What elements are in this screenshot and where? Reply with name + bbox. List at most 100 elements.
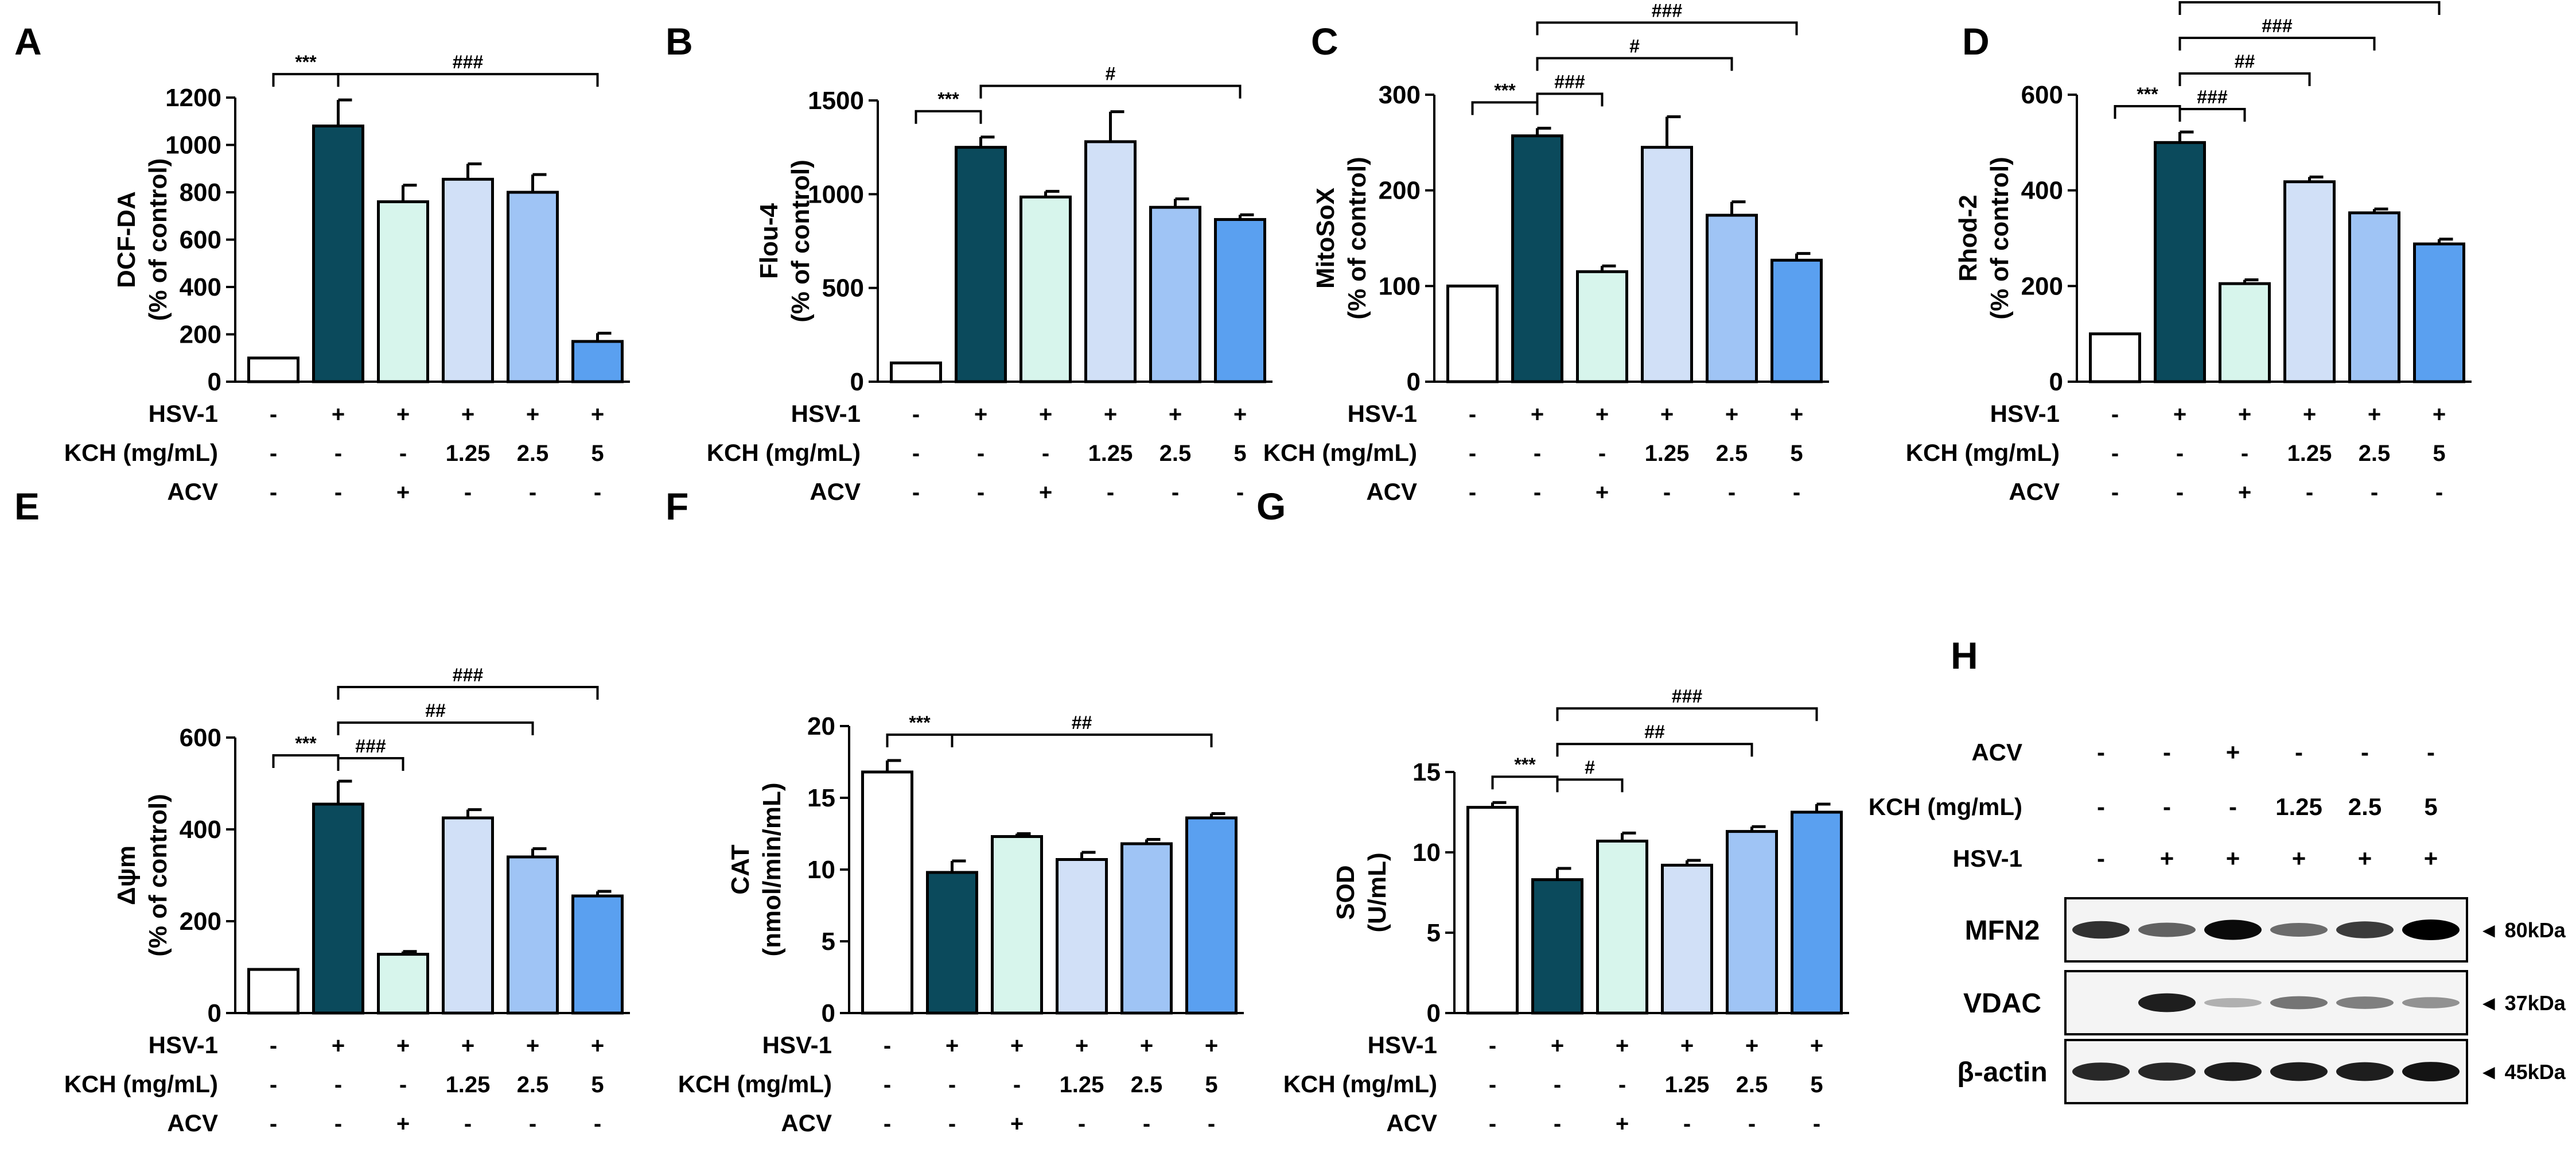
- y-tick-label: 800: [180, 179, 221, 207]
- condition-value: 2.5: [1736, 1072, 1768, 1097]
- condition-value: +: [1205, 1033, 1218, 1058]
- condition-value: -: [2111, 402, 2119, 427]
- condition-value: -: [2306, 480, 2313, 505]
- blot-condition-value: +: [2226, 739, 2240, 766]
- condition-value: +: [396, 1111, 410, 1136]
- condition-value: -: [1813, 1111, 1820, 1136]
- y-tick-label: 500: [822, 274, 864, 302]
- condition-value: +: [332, 1033, 345, 1058]
- blot-condition-value: 5: [2424, 793, 2437, 820]
- condition-value: 1.25: [1665, 1072, 1710, 1097]
- condition-value: +: [1169, 402, 1182, 427]
- condition-value: +: [1616, 1033, 1629, 1058]
- significance-bracket: [886, 734, 954, 747]
- condition-value: +: [1010, 1033, 1024, 1058]
- blot-band: [2336, 996, 2394, 1009]
- condition-value: -: [334, 1072, 342, 1097]
- significance-label: ###: [453, 52, 484, 72]
- condition-value: -: [594, 480, 601, 505]
- significance-label: #: [1106, 64, 1116, 84]
- panel-letter: A: [14, 20, 42, 63]
- condition-value: -: [884, 1111, 891, 1136]
- blot-condition-value: -: [2229, 793, 2237, 820]
- y-axis-label-unit: (% of control): [1343, 157, 1371, 320]
- condition-value: -: [529, 1111, 536, 1136]
- bar: [312, 125, 364, 383]
- condition-value: +: [526, 1033, 539, 1058]
- y-tick-label: 1500: [808, 87, 864, 115]
- bar: [377, 953, 429, 1015]
- condition-value: +: [1140, 1033, 1153, 1058]
- condition-value: 2.5: [517, 441, 549, 466]
- significance-bracket: [1556, 743, 1753, 757]
- bar: [1576, 270, 1628, 383]
- significance-bracket: [2178, 37, 2376, 51]
- condition-value: -: [2371, 480, 2378, 505]
- condition-label: HSV-1: [1990, 400, 2060, 427]
- significance-label: ###: [355, 736, 386, 756]
- bar: [1446, 284, 1499, 383]
- y-tick-label: 0: [822, 999, 835, 1027]
- y-axis-label: DCF-DA: [112, 191, 141, 288]
- condition-value: -: [334, 1111, 342, 1136]
- condition-value: -: [1728, 480, 1736, 505]
- panel-letter: B: [666, 20, 693, 63]
- condition-label: HSV-1: [791, 400, 861, 427]
- blot-strip: [2064, 1039, 2468, 1104]
- bar: [442, 816, 494, 1015]
- y-tick-label: 1000: [165, 131, 221, 160]
- y-tick-label: 400: [2021, 177, 2063, 205]
- significance-bracket: [272, 754, 340, 768]
- blot-kda-marker: ◄ 80kDa: [2478, 918, 2566, 942]
- blot-condition-value: -: [2097, 793, 2105, 820]
- condition-value: -: [1042, 441, 1049, 466]
- condition-value: 2.5: [1716, 441, 1748, 466]
- condition-value: -: [270, 1072, 277, 1097]
- condition-value: 5: [591, 1072, 604, 1097]
- y-axis-label: Rhod-2: [1954, 195, 1982, 282]
- y-tick-label: 5: [1427, 919, 1441, 947]
- condition-value: -: [2241, 441, 2248, 466]
- blot-condition-value: +: [2292, 845, 2306, 872]
- condition-label: ACV: [810, 478, 861, 505]
- blot-band: [2204, 1062, 2262, 1081]
- condition-value: +: [591, 402, 604, 427]
- condition-value: -: [2111, 480, 2119, 505]
- bar: [507, 191, 559, 383]
- y-axis-label: SOD: [1332, 865, 1360, 919]
- bar: [571, 894, 624, 1015]
- condition-value: +: [461, 402, 474, 427]
- condition-label: ACV: [167, 478, 218, 505]
- condition-value: -: [912, 441, 920, 466]
- significance-label: ***: [295, 52, 317, 72]
- condition-value: -: [1489, 1111, 1496, 1136]
- condition-value: -: [977, 480, 985, 505]
- condition-label: KCH (mg/mL): [1263, 439, 1417, 466]
- blot-row-label: β-actin: [1957, 1057, 2047, 1088]
- y-axis-label: MitoSoX: [1312, 188, 1340, 289]
- bar: [377, 200, 429, 383]
- bar: [1726, 830, 1778, 1015]
- y-tick-label: 15: [1412, 758, 1441, 786]
- condition-value: 5: [1233, 441, 1246, 466]
- condition-value: 2.5: [1131, 1072, 1163, 1097]
- condition-value: +: [1790, 402, 1803, 427]
- condition-value: +: [1745, 1033, 1758, 1058]
- significance-bracket: [2178, 72, 2311, 86]
- condition-value: +: [1039, 402, 1052, 427]
- panel-letter: H: [1951, 634, 1978, 677]
- condition-value: -: [1598, 441, 1606, 466]
- condition-value: +: [1233, 402, 1247, 427]
- y-axis-label-unit: (nmol/min/mL): [758, 782, 786, 956]
- significance-bracket: [1471, 101, 1539, 115]
- y-tick-label: 400: [180, 816, 221, 844]
- condition-value: -: [529, 480, 536, 505]
- blot-strip: [2064, 970, 2468, 1035]
- significance-bracket: [915, 110, 982, 124]
- condition-value: -: [2435, 480, 2443, 505]
- y-tick-label: 5: [822, 928, 835, 956]
